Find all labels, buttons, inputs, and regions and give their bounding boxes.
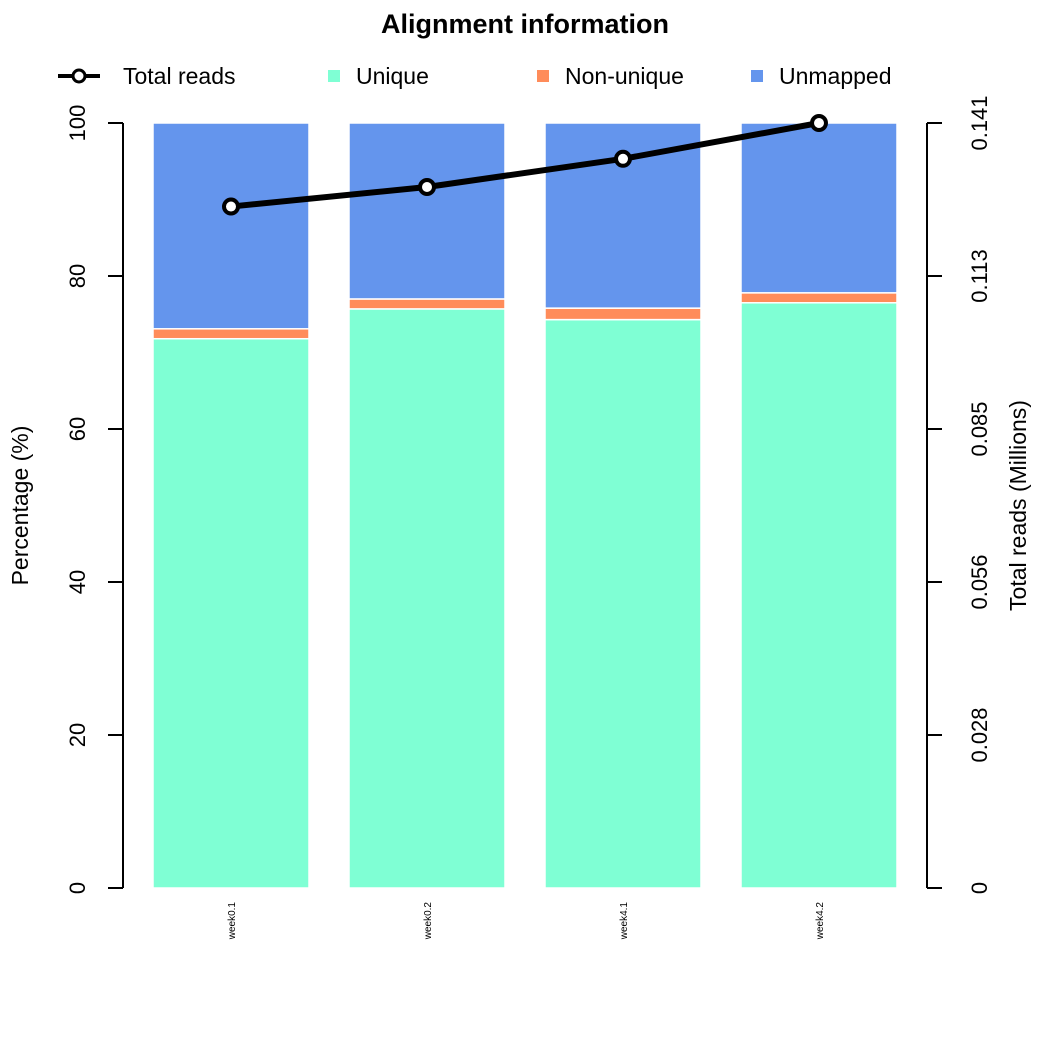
bar-unique-week0-1 (152, 337, 310, 889)
bar-unmapped-week4-2 (740, 122, 898, 294)
x-tick-label-week4-1: week4.1 (619, 902, 630, 941)
axes-layer: 0 20 40 60 80 100 Percentage (%) 0 0.028 0.056 0.0… (7, 95, 1031, 894)
y-tick-label-40: 40 (65, 570, 90, 594)
x-tick-label-week0-2: week0.2 (423, 902, 434, 941)
bar-non-unique-week4-2 (740, 292, 898, 304)
legend-label-total-reads: Total reads (123, 63, 236, 89)
bars-layer: week0.1 week0.2 week4.1 week4.2 (152, 122, 898, 941)
legend-swatch-unique (328, 70, 340, 82)
y2-tick-label-0: 0 (967, 882, 992, 894)
y2-tick-label-0-141: 0.141 (967, 95, 992, 150)
x-tick-label-week0-1: week0.1 (227, 902, 238, 941)
legend: Total reads Unique Non-unique Unmapped (58, 63, 892, 89)
bar-non-unique-week0-2 (348, 298, 506, 310)
bar-non-unique-week4-1 (544, 307, 702, 321)
y-axis-title: Percentage (%) (7, 426, 33, 586)
y2-tick-label-0-113: 0.113 (967, 249, 992, 302)
bar-non-unique-week0-1 (152, 328, 310, 340)
bar-unique-week4-2 (740, 302, 898, 889)
bar-unmapped-week0-2 (348, 122, 506, 300)
y2-axis-title: Total reads (Millions) (1005, 400, 1031, 611)
total-reads-point-week4-1 (614, 149, 632, 168)
legend-point-swatch (71, 68, 87, 84)
bar-unique-week0-2 (348, 308, 506, 889)
y-tick-label-60: 60 (65, 417, 90, 441)
legend-swatch-unmapped (751, 70, 763, 82)
legend-label-unique: Unique (356, 63, 429, 89)
y2-tick-label-0-056: 0.056 (967, 554, 992, 609)
y-tick-label-20: 20 (65, 723, 90, 747)
legend-label-non-unique: Non-unique (565, 63, 684, 89)
bar-unmapped-week0-1 (152, 122, 310, 330)
y2-tick-label-0-085: 0.085 (967, 401, 992, 456)
legend-swatch-non-unique (537, 70, 549, 82)
x-tick-label-week4-2: week4.2 (815, 902, 826, 941)
chart-title: Alignment information (381, 9, 669, 39)
total-reads-point-week4-2 (810, 114, 828, 132)
y-tick-label-80: 80 (65, 264, 90, 288)
y-tick-label-0: 0 (65, 882, 90, 894)
y2-tick-label-0-028: 0.028 (967, 707, 992, 762)
bar-unique-week4-1 (544, 318, 702, 889)
legend-label-unmapped: Unmapped (779, 63, 892, 89)
total-reads-line-layer (222, 114, 828, 216)
total-reads-line (230, 120, 820, 210)
total-reads-point-week0-1 (222, 197, 240, 216)
total-reads-point-week0-2 (418, 178, 436, 197)
y-tick-label-100: 100 (65, 105, 90, 142)
